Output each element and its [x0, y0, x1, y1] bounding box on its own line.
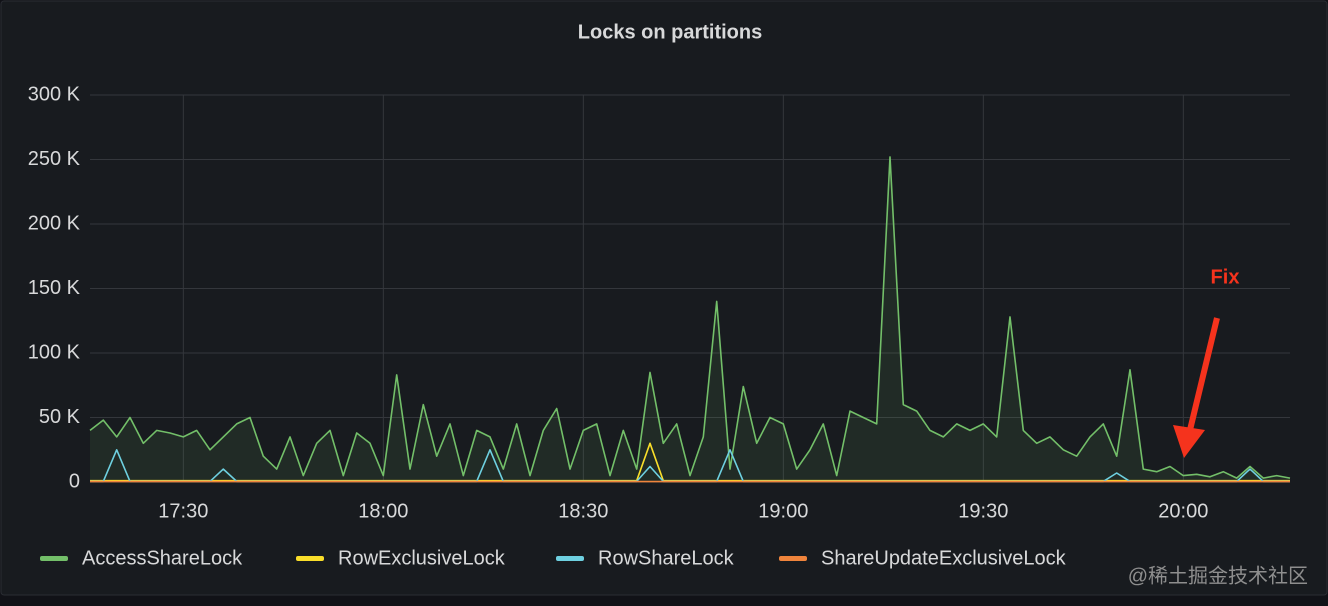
y-tick-label: 0: [69, 470, 80, 492]
x-tick-label: 18:30: [558, 500, 608, 522]
legend-item[interactable]: AccessShareLock: [40, 547, 243, 569]
legend-swatch: [556, 556, 584, 561]
y-tick-label: 250 K: [28, 148, 81, 170]
legend-label: RowShareLock: [598, 547, 735, 569]
plot: [89, 156, 1291, 483]
y-tick-label: 150 K: [28, 277, 81, 299]
y-tick-label: 100 K: [28, 341, 81, 363]
y-tick-label: 50 K: [39, 406, 81, 428]
series-line: [89, 156, 1291, 479]
grid: 0 50 K 100 K 150 K 200 K 250 K 300 K 17:30 18:00…: [28, 83, 1290, 522]
legend-label: AccessShareLock: [82, 547, 243, 569]
annotation-arrowhead: [1173, 425, 1205, 458]
x-tick-label: 20:00: [1158, 500, 1208, 522]
legend-label: RowExclusiveLock: [338, 547, 506, 569]
x-tick-label: 19:30: [958, 500, 1008, 522]
annotation: Fix: [1211, 266, 1240, 288]
legend-swatch: [779, 556, 807, 561]
watermark: @稀土掘金技术社区: [1128, 564, 1308, 587]
legend-swatch: [296, 556, 324, 561]
legend-item[interactable]: ShareUpdateExclusiveLock: [779, 547, 1067, 569]
chart-title: Locks on partitions: [578, 21, 762, 43]
y-tick-label: 300 K: [28, 83, 81, 105]
annotation-arrow: [1187, 317, 1220, 431]
legend-item[interactable]: RowShareLock: [556, 547, 735, 569]
x-tick-label: 19:00: [758, 500, 808, 522]
x-tick-label: 18:00: [358, 500, 408, 522]
legend-item[interactable]: RowExclusiveLock: [296, 547, 506, 569]
legend-swatch: [40, 556, 68, 561]
legend-label: ShareUpdateExclusiveLock: [821, 547, 1067, 569]
legend: AccessShareLock RowExclusiveLock RowShareL…: [40, 547, 1067, 569]
y-tick-label: 200 K: [28, 212, 81, 234]
x-tick-label: 17:30: [158, 500, 208, 522]
